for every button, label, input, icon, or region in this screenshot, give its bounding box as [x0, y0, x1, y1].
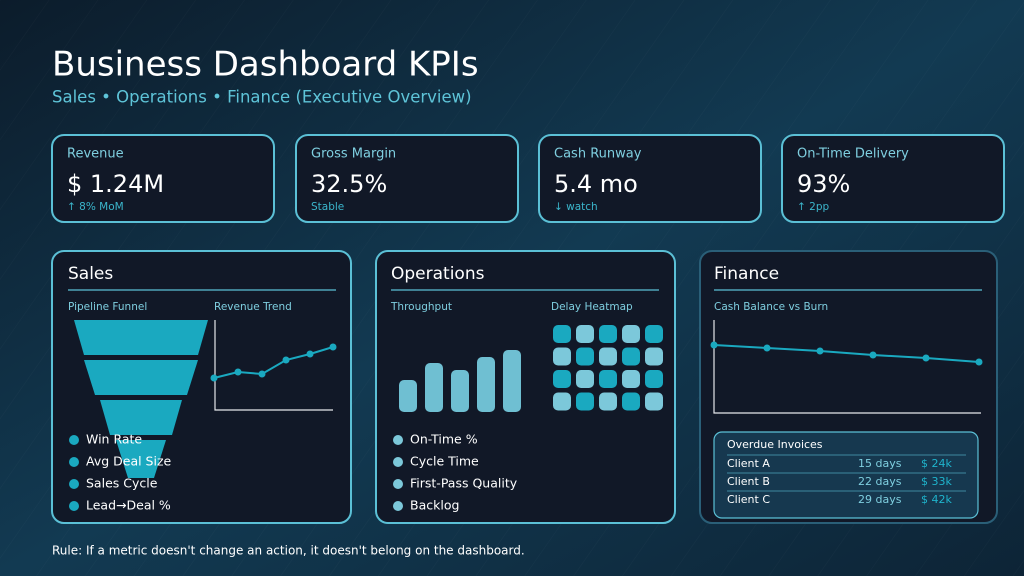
heat-cell [599, 370, 617, 388]
title: Business Dashboard KPIs [52, 45, 479, 85]
bullet [69, 479, 79, 489]
cash-balance-chart [710, 320, 983, 414]
heat-cell [553, 325, 571, 343]
heat-cell [645, 370, 663, 388]
bullet [69, 457, 79, 467]
metric-item: Avg Deal Size [86, 454, 172, 469]
kpi-delta: ↑ 8% MoM [67, 201, 124, 213]
kpi-label: Revenue [67, 147, 124, 162]
kpi-value: 93% [797, 170, 850, 198]
heat-cell [599, 392, 617, 411]
heat-cell [622, 325, 640, 343]
heat-cell [576, 392, 594, 411]
invoices-box [713, 431, 979, 519]
kpi-value: 5.4 mo [554, 170, 638, 198]
funnel [74, 320, 208, 478]
bullet [69, 435, 79, 445]
kpi-card [538, 134, 762, 223]
heat-cell [576, 370, 594, 388]
chart-label: Pipeline Funnel [68, 301, 147, 313]
kpi-card [781, 134, 1005, 223]
kpi-label: Cash Runway [554, 147, 642, 162]
client: Client A [727, 457, 770, 470]
metric-item: Win Rate [86, 432, 142, 447]
kpi-card [295, 134, 519, 223]
metric-list: Win Rate Avg Deal Size Sales Cycle Lead→Dea… [69, 432, 172, 513]
panel-title: Sales [68, 264, 113, 284]
client: Client B [727, 475, 770, 488]
amount: $ 33k [921, 475, 952, 488]
heat-cell [599, 347, 617, 366]
kpi-value: $ 1.24M [67, 170, 164, 198]
bullet [393, 501, 403, 511]
delay-heatmap [553, 325, 663, 411]
heat-cell [622, 370, 640, 388]
chart-label: Revenue Trend [214, 301, 292, 313]
revenue-trend [210, 320, 337, 411]
heat-cell [622, 392, 640, 411]
panel-title: Finance [714, 264, 779, 284]
bullet [393, 479, 403, 489]
heat-cell [599, 325, 617, 343]
kpi-delta: ↑ 2pp [797, 201, 829, 213]
kpi-delta: Stable [311, 201, 344, 213]
kpi-value: 32.5% [311, 170, 387, 198]
bullet [393, 457, 403, 467]
metric-item: Backlog [410, 498, 459, 513]
chart-label: Throughput [390, 301, 452, 313]
kpi-label: On-Time Delivery [797, 147, 909, 162]
heat-cell [645, 325, 663, 343]
client: Client C [727, 493, 770, 506]
chart-label: Delay Heatmap [551, 301, 633, 313]
amount: $ 24k [921, 457, 952, 470]
metric-item: On-Time % [410, 432, 478, 447]
heat-cell [553, 392, 571, 411]
kpi-row: Revenue $ 1.24M ↑ 8% MoM Gross Margin 32.5% S… [51, 134, 1005, 223]
metric-item: Sales Cycle [86, 476, 158, 491]
invoice-table: Client A 15 days $ 24k Client B 22 days $ 33k… [727, 454, 966, 506]
metric-item: First-Pass Quality [410, 476, 518, 491]
days: 22 days [858, 475, 902, 488]
heat-cell [553, 370, 571, 388]
days: 15 days [858, 457, 902, 470]
metric-item: Lead→Deal % [86, 498, 171, 513]
kpi-label: Gross Margin [311, 147, 396, 162]
days: 29 days [858, 493, 902, 506]
chart-label: Cash Balance vs Burn [714, 301, 828, 313]
throughput-bars [399, 350, 521, 412]
footer-rule: Rule: If a metric doesn't change an acti… [52, 544, 525, 558]
invoices-title: Overdue Invoices [727, 438, 823, 451]
metric-item: Cycle Time [410, 454, 479, 469]
heat-cell [645, 392, 663, 411]
amount: $ 42k [921, 493, 952, 506]
subtitle: Sales • Operations • Finance (Executive … [52, 88, 472, 107]
kpi-card [51, 134, 275, 223]
bullet [393, 435, 403, 445]
metric-list: On-Time % Cycle Time First-Pass Quality Bac… [393, 432, 518, 513]
panel-title: Operations [391, 264, 485, 284]
kpi-delta: ↓ watch [554, 201, 598, 213]
bullet [69, 501, 79, 511]
heat-cell [576, 347, 594, 366]
heat-cell [645, 347, 663, 366]
heat-cell [576, 325, 594, 343]
heat-cell [553, 347, 571, 366]
operations-panel [375, 250, 676, 524]
heat-cell [622, 347, 640, 366]
